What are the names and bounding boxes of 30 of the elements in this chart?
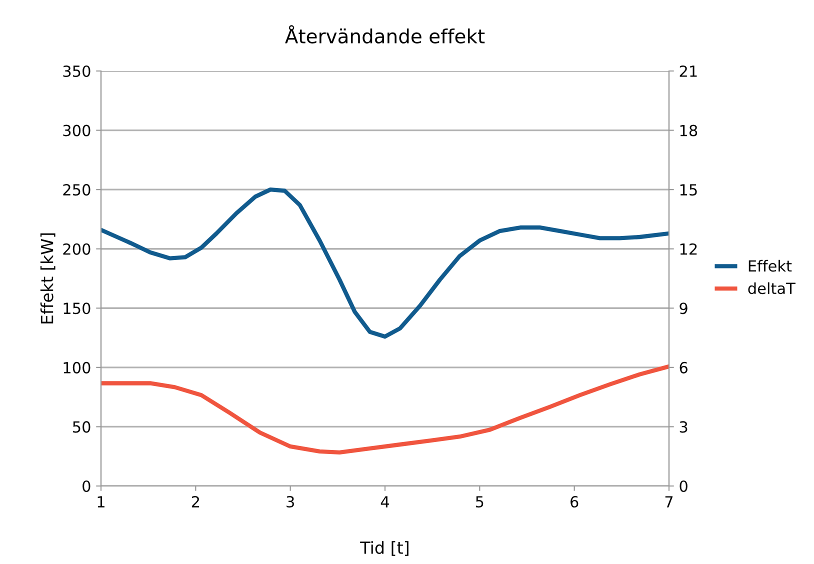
y2-tick-label: 12 <box>680 243 697 255</box>
y2-tick-label: 9 <box>680 302 688 314</box>
x-axis-title: Tid [t] <box>360 541 408 556</box>
y-tick-label: 300 <box>63 124 90 136</box>
y-tick-label: 50 <box>73 421 90 433</box>
y2-tick-label: 0 <box>680 480 688 492</box>
line-series <box>101 364 669 454</box>
y-tick-label: 200 <box>63 243 90 255</box>
x-tick-label: 3 <box>286 496 294 508</box>
y-tick-label: 150 <box>64 302 90 314</box>
legend-label: deltaT <box>748 282 796 294</box>
x-tick-label: 4 <box>380 496 390 508</box>
y2-tick-label: 3 <box>680 421 688 433</box>
x-tick-label: 1 <box>98 496 104 508</box>
y2-tick-label: 18 <box>680 124 698 136</box>
y2-tick-label: 21 <box>680 65 697 77</box>
x-tick-label: 7 <box>665 496 673 508</box>
y-tick-label: 350 <box>63 65 90 78</box>
y-axis-title: Effekt [kW] <box>40 233 56 324</box>
x-tick-label: 6 <box>570 496 578 508</box>
y-tick-label: 250 <box>63 184 90 196</box>
x-tick-label: 2 <box>192 496 199 508</box>
x-tick-label: 5 <box>476 496 484 508</box>
y2-tick-label: 15 <box>680 184 697 196</box>
y-tick-label: 100 <box>64 362 90 374</box>
chart-title: Återvändande effekt <box>285 25 485 44</box>
legend-label: Effekt <box>748 260 792 272</box>
line-series <box>101 187 669 339</box>
y2-tick-label: 6 <box>680 362 688 374</box>
y-tick-label: 0 <box>82 480 90 492</box>
